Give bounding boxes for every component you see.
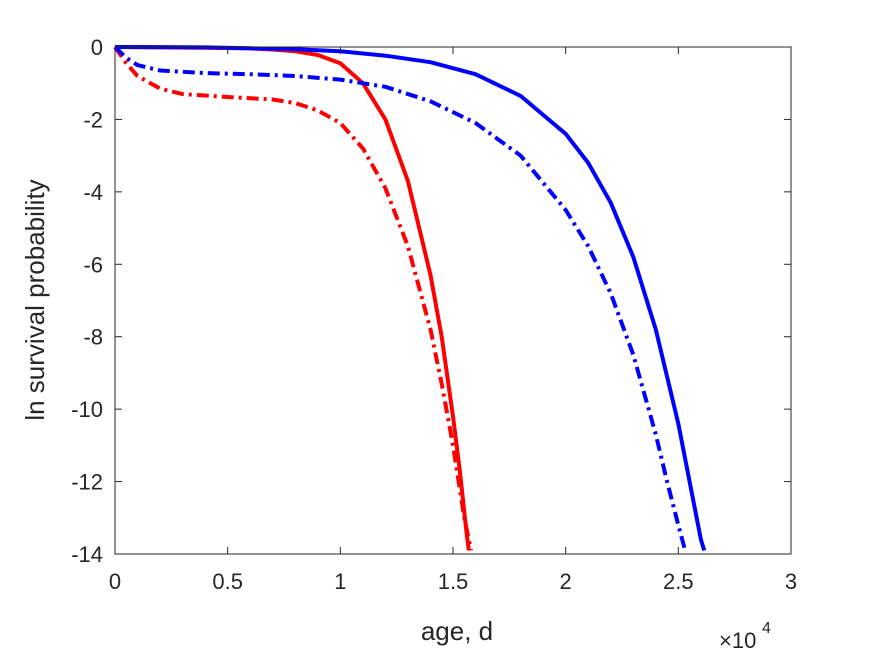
series-line-4 — [113, 45, 688, 551]
x-tick-label: 2 — [560, 569, 572, 594]
y-tick-label: -14 — [71, 542, 103, 567]
y-tick-label: -4 — [83, 180, 103, 205]
x-axis-title: age, d — [421, 616, 493, 646]
y-axis-title: ln survival probability — [20, 179, 50, 420]
x-tick-label: 3 — [785, 569, 797, 594]
y-tick-label: -2 — [83, 107, 103, 132]
plot-area — [115, 47, 791, 554]
y-tick-label: -8 — [83, 325, 103, 350]
y-tick-label: 0 — [91, 35, 103, 60]
x-tick-label: 0.5 — [212, 569, 243, 594]
x-tick-label: 1.5 — [438, 569, 469, 594]
y-tick-label: -6 — [83, 252, 103, 277]
y-tick-label: -10 — [71, 397, 103, 422]
x-exponent-power: 4 — [762, 620, 771, 637]
series-line-3 — [114, 45, 707, 551]
y-tick-label: -12 — [71, 470, 103, 495]
x-exponent-label: ×10 — [719, 628, 756, 653]
x-tick-label: 2.5 — [663, 569, 694, 594]
series-layer — [113, 45, 707, 551]
x-tick-label: 0 — [109, 569, 121, 594]
x-tick-label: 1 — [334, 569, 346, 594]
series-line-2 — [113, 45, 473, 551]
tick-layer: 0 0.5 1 1.5 2 2.5 3 0 -2 -4 -6 -8 -10 -12 -14 — [71, 35, 797, 594]
